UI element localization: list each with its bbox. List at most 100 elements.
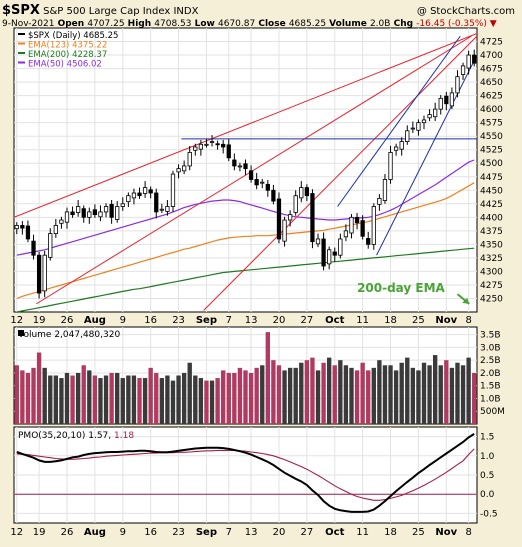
x-tick-label: 8	[465, 315, 471, 326]
trend-line-blue	[337, 35, 461, 207]
candle-up	[416, 122, 421, 131]
volume-bar	[70, 375, 75, 424]
candle-up	[287, 214, 293, 221]
x-tick-label: 12	[10, 315, 23, 326]
candle-up	[388, 152, 393, 180]
price-tick-label: 4300	[480, 267, 503, 277]
candle-up	[349, 216, 354, 234]
x-tick-label: 11	[356, 527, 369, 538]
x-tick-label: 25	[412, 527, 425, 538]
volume-bar	[371, 367, 376, 424]
price-tick-label: 4575	[480, 119, 503, 129]
volume-bar	[215, 378, 220, 424]
volume-tick-label: 3.0B	[480, 343, 501, 353]
x-tick-label: 8	[465, 527, 471, 538]
trend-line-red	[203, 35, 477, 311]
pmo-tick-label: 1.0	[480, 452, 495, 462]
volume-bar	[142, 378, 148, 424]
volume-bar	[466, 357, 471, 424]
volume-bar	[14, 365, 19, 424]
pmo-tick-label: 1.5	[480, 433, 494, 443]
x-tick-label: 20	[273, 315, 286, 326]
volume-bar	[271, 360, 276, 424]
volume-bar	[115, 372, 120, 424]
x-tick-label: 13	[245, 527, 258, 538]
volume-bar	[48, 375, 53, 424]
annotation-arrowhead-icon	[462, 297, 470, 304]
symbol-label: $SPX	[2, 3, 40, 18]
index-name-label: S&P 500 Large Cap Index	[40, 6, 173, 17]
volume-bar	[87, 370, 92, 424]
volume-bar	[53, 375, 59, 424]
candle-up	[64, 211, 70, 223]
volume-bar	[170, 380, 176, 424]
x-tick-label: 25	[412, 315, 425, 326]
volume-label: Volume	[326, 19, 370, 29]
volume-bar	[59, 378, 64, 424]
x-tick-label: 11	[356, 315, 369, 326]
pmo-line	[16, 433, 475, 513]
volume-legend-swatch	[18, 330, 24, 336]
pmo-signal-line	[16, 448, 475, 501]
x-tick-label: 13	[245, 315, 258, 326]
candle-up	[59, 219, 64, 224]
volume-tick-label: 3.5B	[480, 331, 501, 341]
x-tick-label: 23	[172, 527, 185, 538]
candle-up	[371, 206, 376, 245]
volume-value: 2.0B	[370, 19, 391, 29]
candle-up	[126, 195, 131, 203]
price-tick-label: 4600	[480, 105, 503, 115]
price-tick-label: 4500	[480, 159, 503, 169]
volume-bar	[237, 367, 243, 424]
low-label: Low	[192, 19, 219, 29]
candle-down	[304, 187, 309, 197]
volume-bar	[472, 372, 477, 424]
candle-down	[310, 193, 315, 243]
candle-up	[455, 76, 460, 94]
candle-down	[254, 179, 259, 186]
volume-bar	[42, 367, 47, 424]
volume-bar	[315, 370, 321, 424]
candle-down	[20, 225, 25, 229]
candle-up	[42, 254, 47, 292]
volume-bar	[103, 375, 109, 424]
candle-up	[53, 225, 58, 234]
volume-bar	[349, 367, 354, 424]
candle-down	[70, 211, 75, 216]
price-plot-area	[14, 32, 477, 312]
volume-tick-label: 2.5B	[480, 356, 501, 366]
candle-up	[382, 179, 388, 201]
trend-line-blue	[376, 54, 477, 256]
low-value: 4670.87	[218, 19, 255, 29]
volume-bar	[248, 372, 254, 424]
x-tick-label: 9	[120, 315, 126, 326]
x-tick-label: Nov	[435, 315, 457, 326]
price-tick-label: 4700	[480, 51, 503, 61]
volume-bar	[64, 372, 70, 424]
candle-up	[159, 208, 164, 211]
volume-bar	[36, 352, 42, 424]
pmo-signal-legend-value: 1.18	[114, 431, 134, 441]
volume-bar	[75, 372, 81, 424]
candle-up	[393, 146, 399, 151]
candle-up	[282, 219, 287, 242]
ema200-line	[16, 247, 475, 312]
volume-bar	[159, 378, 165, 424]
exchange-label: INDX	[173, 6, 198, 17]
volume-bar	[332, 365, 337, 424]
volume-bar	[382, 365, 388, 424]
candle-down	[221, 143, 226, 148]
candle-up	[433, 108, 438, 118]
price-tick-label: 4550	[480, 132, 503, 142]
candle-up	[193, 146, 198, 151]
volume-bar	[410, 367, 416, 424]
x-tick-label: 26	[61, 315, 74, 326]
volume-bar	[98, 378, 103, 424]
legend-swatch	[18, 52, 25, 54]
volume-tick-label: 500M	[480, 407, 505, 417]
ema50-line	[16, 159, 475, 256]
price-tick-label: 4450	[480, 186, 503, 196]
x-tick-label: 27	[300, 527, 313, 538]
candle-up	[48, 233, 53, 258]
